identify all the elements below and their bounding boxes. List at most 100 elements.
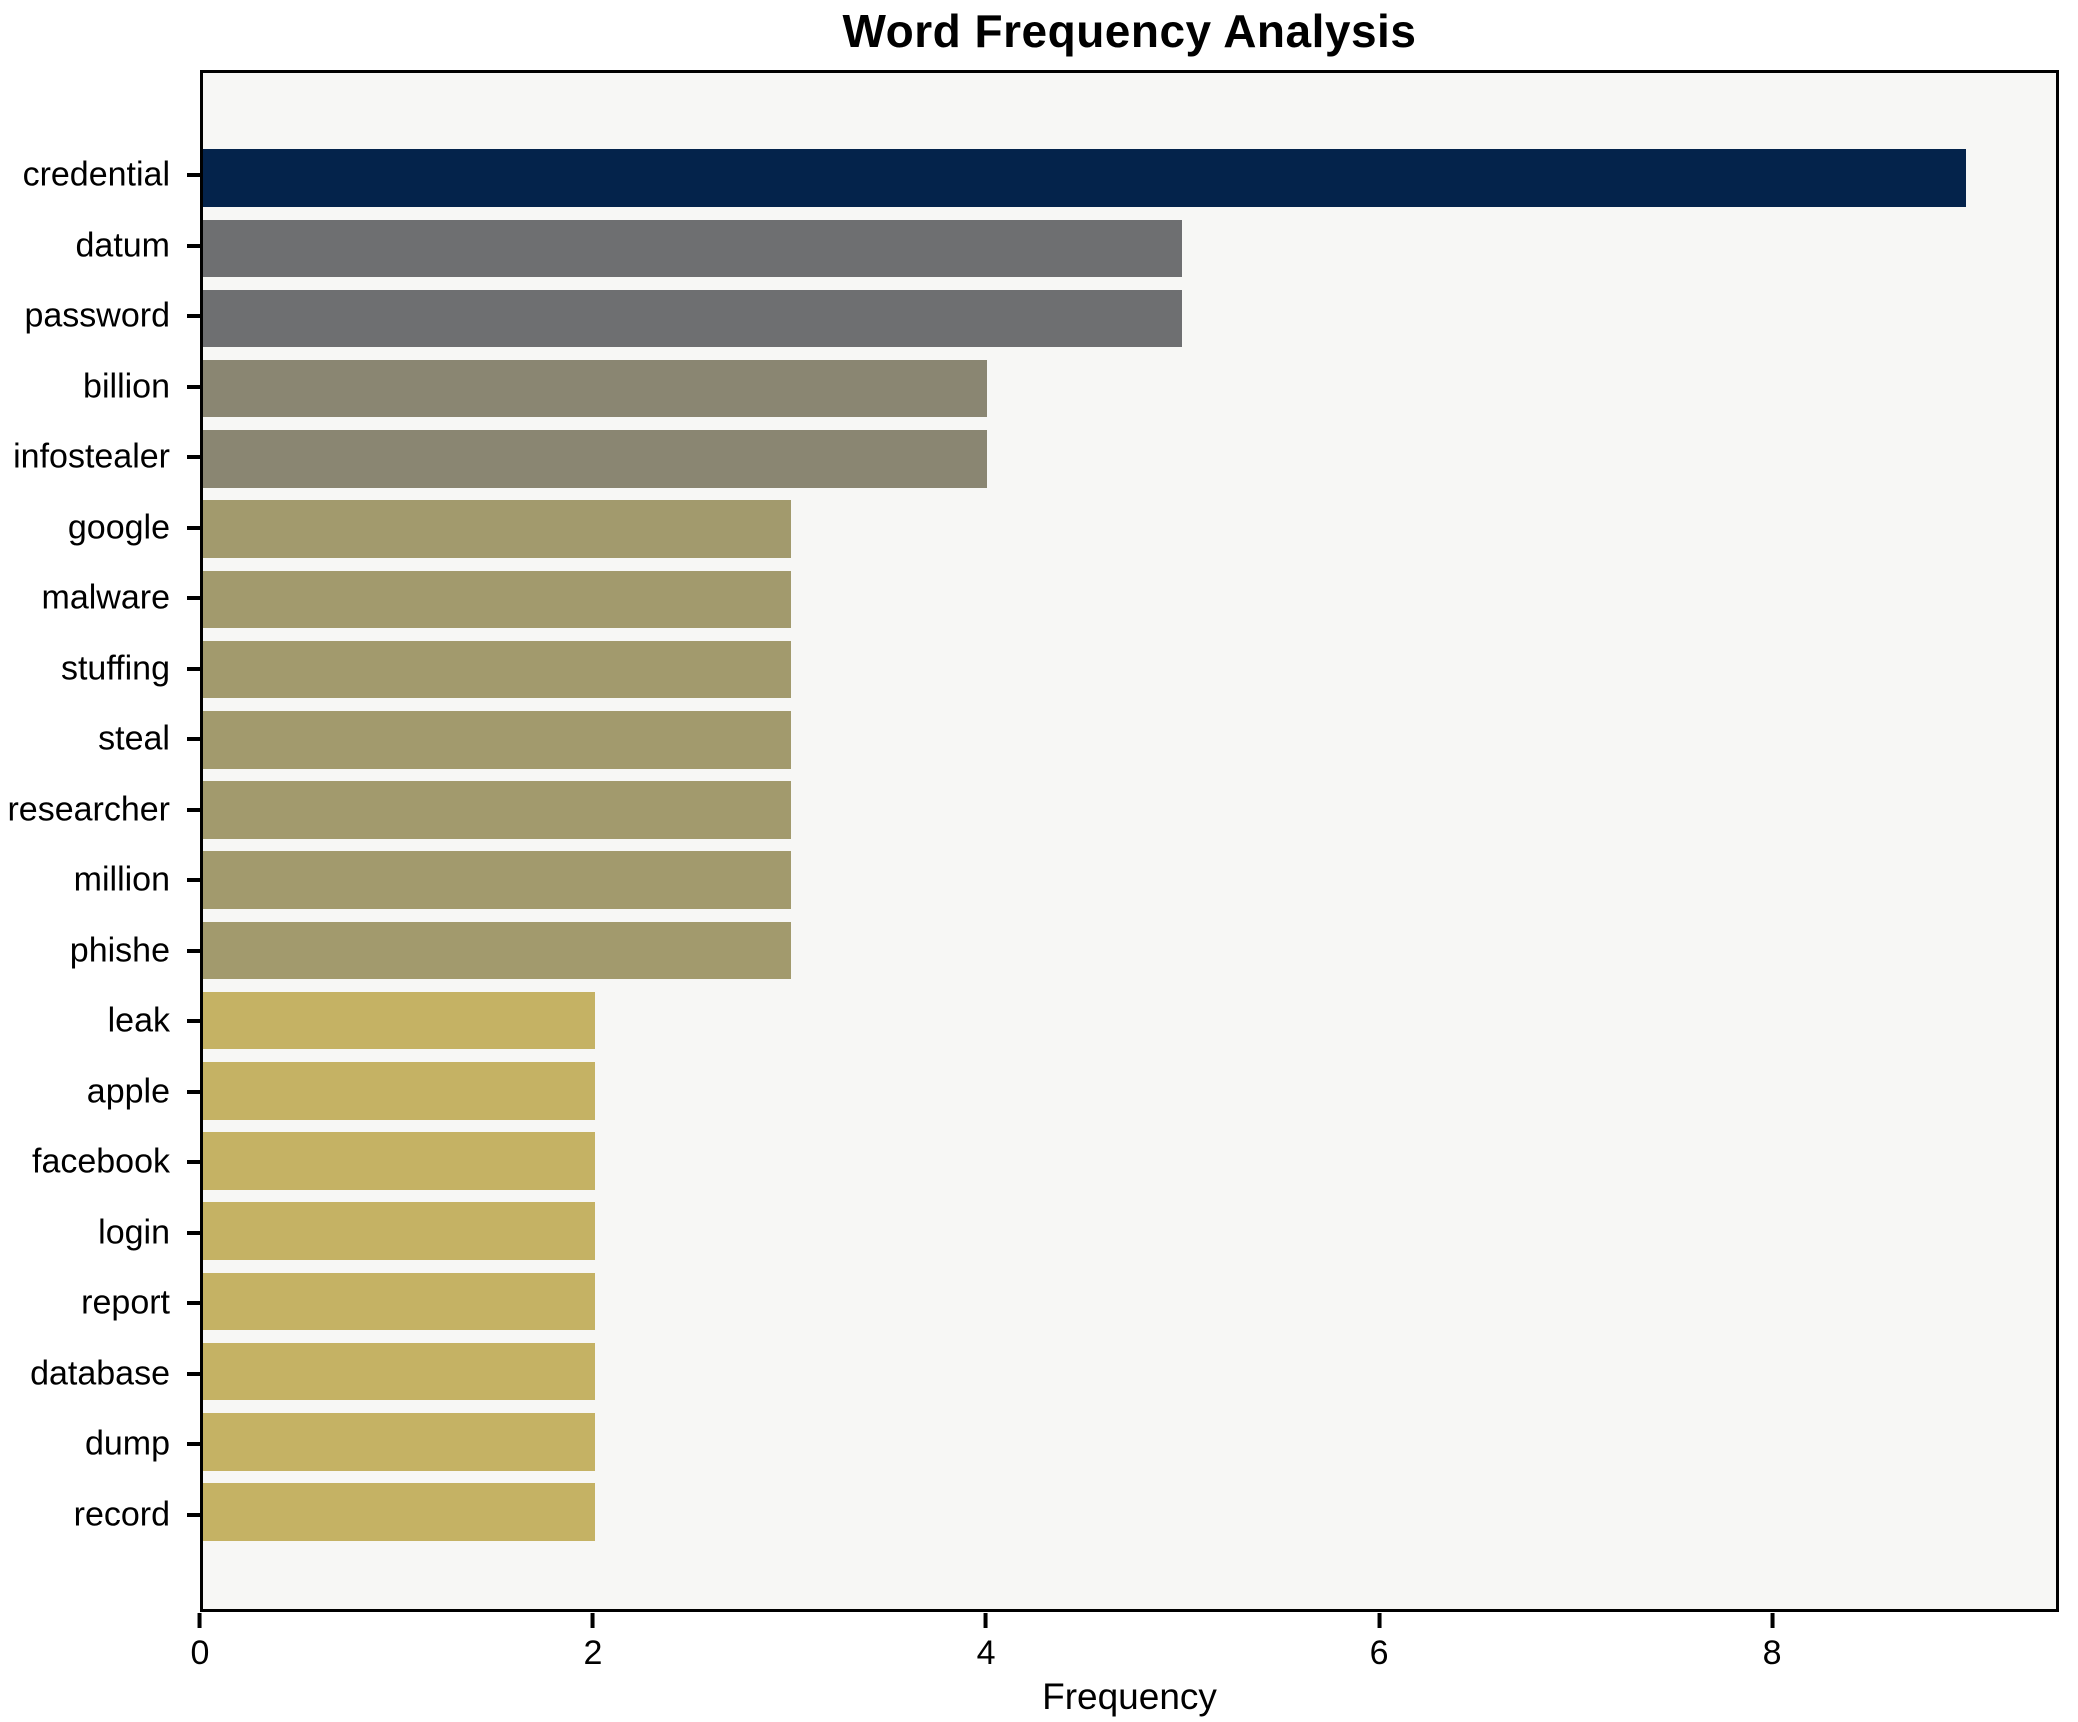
- y-tick-mark-database: [187, 1371, 200, 1376]
- y-label-row-login: login: [0, 1198, 200, 1269]
- x-tick-mark-4: [984, 1613, 989, 1628]
- y-tick-mark-record: [187, 1512, 200, 1517]
- y-axis-label-steal: steal: [98, 719, 170, 758]
- y-axis-label-leak: leak: [107, 1001, 170, 1040]
- y-tick-mark-phishe: [187, 948, 200, 953]
- bar-row-steal: [203, 705, 2056, 775]
- y-axis-label-researcher: researcher: [7, 790, 170, 829]
- bar-google: [203, 500, 791, 558]
- bar-row-apple: [203, 1056, 2056, 1126]
- bar-infostealer: [203, 430, 987, 488]
- bar-row-login: [203, 1196, 2056, 1266]
- bar-row-datum: [203, 213, 2056, 283]
- y-axis-label-database: database: [30, 1354, 170, 1393]
- bar-row-phishe: [203, 915, 2056, 985]
- y-label-row-facebook: facebook: [0, 1127, 200, 1198]
- x-tick-label-8: 8: [1762, 1634, 1782, 1672]
- bar-billion: [203, 359, 987, 418]
- y-label-row-researcher: researcher: [0, 775, 200, 846]
- y-axis-label-million: million: [73, 860, 170, 899]
- bar-row-billion: [203, 354, 2056, 424]
- y-axis: credential datum password billion infosteale…: [0, 70, 200, 1612]
- bar-leak: [203, 991, 595, 1050]
- bar-password: [203, 289, 1183, 348]
- y-tick-mark-password: [187, 314, 200, 319]
- bar-malware: [203, 570, 791, 629]
- chart-title: Word Frequency Analysis: [842, 5, 1417, 57]
- y-tick-mark-facebook: [187, 1160, 200, 1165]
- x-tick-6: 6: [1370, 1613, 1389, 1673]
- y-label-row-apple: apple: [0, 1057, 200, 1128]
- bar-datum: [203, 219, 1183, 278]
- bar-stuffing: [203, 640, 791, 699]
- bar-login: [203, 1202, 595, 1260]
- y-label-row-billion: billion: [0, 352, 200, 423]
- bar-facebook: [203, 1132, 595, 1190]
- bar-row-researcher: [203, 775, 2056, 845]
- y-label-row-malware: malware: [0, 563, 200, 634]
- y-label-row-phishe: phishe: [0, 916, 200, 987]
- bar-million: [203, 851, 791, 909]
- y-tick-mark-researcher: [187, 807, 200, 812]
- y-label-row-datum: datum: [0, 211, 200, 282]
- y-tick-mark-steal: [187, 737, 200, 742]
- bar-researcher: [203, 781, 791, 839]
- plot-area: [200, 70, 2059, 1612]
- y-axis-label-dump: dump: [84, 1424, 170, 1463]
- bar-row-infostealer: [203, 424, 2056, 494]
- y-label-row-stuffing: stuffing: [0, 634, 200, 705]
- y-label-row-google: google: [0, 493, 200, 564]
- bar-row-credential: [203, 143, 2056, 213]
- bars-container: [203, 73, 2056, 1609]
- x-axis: 0 2 4 6 8: [191, 1613, 2059, 1703]
- bar-row-leak: [203, 985, 2056, 1055]
- y-label-row-credential: credential: [0, 140, 200, 211]
- x-tick-0: 0: [190, 1613, 210, 1673]
- y-label-row-database: database: [0, 1339, 200, 1410]
- y-tick-mark-credential: [187, 173, 200, 178]
- y-axis-label-login: login: [98, 1213, 170, 1252]
- y-label-row-dump: dump: [0, 1409, 200, 1480]
- y-axis-label-credential: credential: [22, 155, 170, 194]
- bar-row-dump: [203, 1407, 2056, 1477]
- y-axis-label-datum: datum: [75, 226, 171, 265]
- y-tick-mark-stuffing: [187, 666, 200, 671]
- y-axis-label-infostealer: infostealer: [13, 437, 170, 476]
- y-label-row-password: password: [0, 281, 200, 352]
- y-axis-label-billion: billion: [83, 367, 170, 406]
- y-axis-label-google: google: [67, 508, 170, 547]
- x-tick-8: 8: [1763, 1613, 1782, 1673]
- y-tick-mark-dump: [187, 1442, 200, 1447]
- x-tick-label-4: 4: [976, 1634, 996, 1672]
- y-label-row-report: report: [0, 1268, 200, 1339]
- bar-row-record: [203, 1477, 2056, 1547]
- y-tick-mark-apple: [187, 1089, 200, 1094]
- bar-row-google: [203, 494, 2056, 564]
- y-axis-label-stuffing: stuffing: [60, 649, 170, 688]
- bar-row-stuffing: [203, 634, 2056, 704]
- x-tick-label-2: 2: [583, 1634, 603, 1672]
- y-tick-mark-datum: [187, 243, 200, 248]
- x-tick-2: 2: [583, 1613, 603, 1673]
- x-axis-title: Frequency: [1042, 1676, 1217, 1717]
- x-tick-label-0: 0: [190, 1634, 210, 1672]
- bar-row-report: [203, 1266, 2056, 1336]
- y-tick-mark-report: [187, 1301, 200, 1306]
- x-tick-mark-8: [1770, 1613, 1775, 1628]
- bar-row-malware: [203, 564, 2056, 634]
- y-label-row-infostealer: infostealer: [0, 422, 200, 493]
- y-axis-label-record: record: [73, 1495, 170, 1534]
- bar-row-password: [203, 283, 2056, 353]
- y-axis-label-apple: apple: [86, 1072, 170, 1111]
- bar-row-facebook: [203, 1126, 2056, 1196]
- x-tick-label-6: 6: [1369, 1634, 1389, 1672]
- bar-steal: [203, 710, 791, 769]
- y-label-row-million: million: [0, 845, 200, 916]
- y-label-row-steal: steal: [0, 704, 200, 775]
- bar-record: [203, 1483, 595, 1541]
- bar-credential: [203, 149, 1966, 207]
- y-tick-mark-infostealer: [187, 455, 200, 460]
- x-tick-4: 4: [976, 1613, 996, 1673]
- bar-row-million: [203, 845, 2056, 915]
